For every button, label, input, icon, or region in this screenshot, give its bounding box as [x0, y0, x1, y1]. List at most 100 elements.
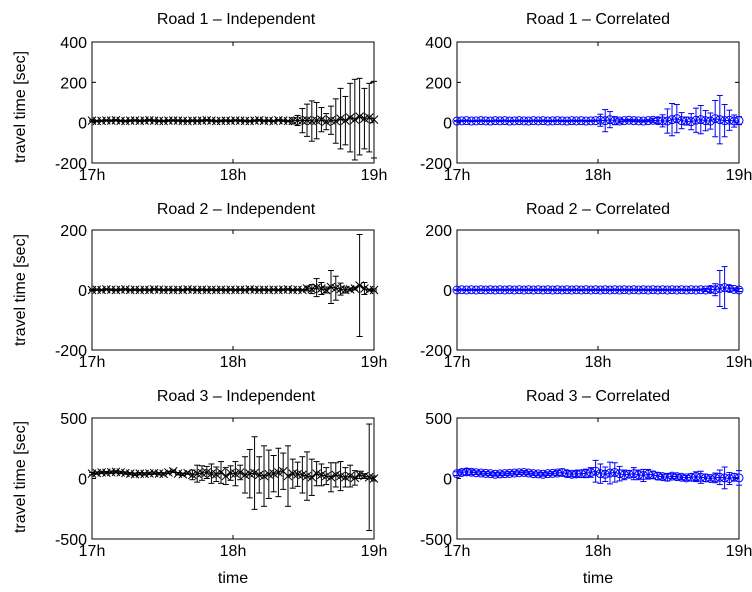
data-point	[638, 116, 648, 126]
data-point	[724, 474, 734, 483]
y-tick-label: 400	[60, 35, 87, 52]
x-axis-label: time	[218, 570, 248, 587]
y-tick-label: 0	[443, 283, 452, 300]
data-point	[600, 116, 610, 126]
data-point	[681, 116, 691, 126]
data-point	[595, 115, 605, 125]
data-point	[705, 284, 715, 294]
data-point	[648, 470, 658, 480]
data-point	[326, 472, 336, 482]
data-point	[629, 469, 639, 479]
data-point	[524, 468, 534, 478]
y-tick-label: 200	[425, 223, 452, 240]
y-tick-label: 0	[78, 472, 87, 489]
data-point	[331, 116, 341, 126]
data-point	[691, 472, 701, 482]
data-point	[720, 283, 730, 293]
panel-title: Road 3 – Independent	[157, 388, 316, 405]
x-tick-label: 19h	[361, 354, 388, 371]
panel-title: Road 2 – Correlated	[526, 201, 670, 218]
panel-title: Road 1 – Independent	[157, 11, 316, 28]
data-point	[672, 472, 682, 482]
axes-box	[456, 41, 740, 164]
data-point	[369, 115, 379, 124]
data-point	[321, 117, 331, 127]
data-point	[259, 471, 269, 481]
data-point	[452, 469, 462, 479]
data-point	[729, 116, 739, 126]
x-tick-label: 19h	[361, 543, 388, 560]
data-point	[710, 285, 720, 295]
data-point	[667, 115, 677, 125]
data-point	[648, 115, 658, 125]
data-point	[658, 116, 668, 126]
data-point	[345, 471, 355, 481]
data-point	[567, 469, 577, 479]
data-point	[658, 472, 668, 482]
data-point	[345, 113, 355, 122]
x-tick-label: 19h	[726, 354, 752, 371]
data-point	[624, 115, 634, 125]
data-point	[619, 116, 629, 126]
data-point	[610, 116, 620, 126]
data-point	[634, 116, 644, 126]
data-point	[720, 116, 730, 126]
data-point	[250, 468, 259, 478]
data-point	[538, 469, 548, 479]
data-point	[681, 473, 691, 483]
y-tick-label: 0	[443, 116, 452, 133]
x-tick-label: 19h	[726, 167, 752, 184]
data-point	[462, 467, 472, 477]
data-point	[638, 470, 648, 480]
y-tick-label: 400	[425, 35, 452, 52]
data-point	[519, 467, 529, 477]
data-point	[662, 116, 672, 126]
x-tick-label: 18h	[585, 167, 612, 184]
data-point	[485, 469, 495, 479]
x-tick-label: 18h	[585, 354, 612, 371]
data-point	[653, 116, 663, 126]
data-point	[466, 467, 476, 477]
data-point	[336, 114, 345, 123]
x-tick-label: 17h	[79, 354, 106, 371]
data-point	[634, 470, 644, 480]
x-tick-label: 18h	[220, 167, 247, 184]
data-point	[211, 469, 221, 479]
data-point	[720, 473, 730, 483]
data-point	[629, 116, 639, 126]
data-point	[734, 285, 744, 295]
data-point	[615, 116, 625, 126]
panel-road1-correlated: Road 1 – Correlated -200 0 200 400 17h 18h 19h	[420, 11, 752, 184]
data-point	[715, 284, 725, 293]
data-point	[691, 115, 701, 125]
data-point	[705, 116, 715, 126]
x-axis-label: time	[583, 570, 613, 587]
data-point	[715, 472, 725, 482]
data-point	[490, 469, 500, 479]
panel-road1-independent: Road 1 – Independent travel time [sec] -…	[12, 11, 387, 184]
data-point	[307, 472, 317, 482]
panel-road2-independent: Road 2 – Independent travel time [sec] -…	[12, 201, 387, 371]
x-tick-label: 17h	[444, 167, 471, 184]
data-point	[696, 115, 706, 125]
data-point	[701, 473, 711, 483]
data-point	[686, 472, 696, 482]
data-point	[505, 468, 515, 478]
y-tick-label: -200	[55, 156, 87, 173]
data-point	[369, 474, 379, 483]
data-point	[610, 467, 620, 477]
y-tick-label: -200	[420, 343, 452, 360]
x-tick-label: 18h	[220, 354, 247, 371]
y-tick-label: 200	[60, 223, 87, 240]
y-tick-label: -200	[55, 343, 87, 360]
data-point	[710, 473, 720, 483]
axes-box	[91, 417, 375, 540]
data-point	[298, 285, 307, 295]
data-point	[624, 469, 634, 479]
data-point	[350, 284, 360, 293]
data-point	[495, 469, 505, 479]
data-point	[696, 285, 706, 295]
data-point	[586, 467, 596, 477]
data-point	[355, 112, 364, 121]
data-point	[576, 469, 586, 479]
